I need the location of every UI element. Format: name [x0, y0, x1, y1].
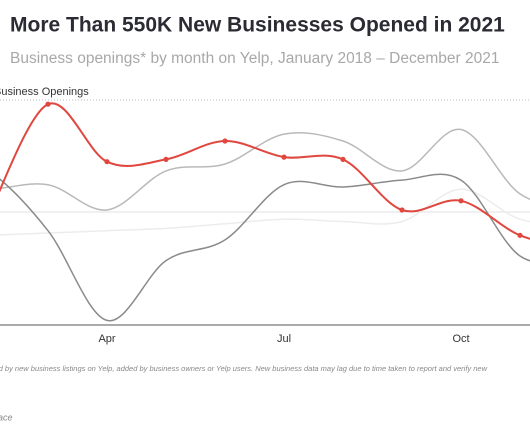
point	[399, 207, 405, 213]
point	[45, 101, 51, 107]
chart-title: More Than 550K New Businesses Opened in …	[10, 14, 505, 37]
point	[222, 138, 228, 144]
y-axis-label: Business Openings	[0, 86, 89, 98]
series-line	[0, 128, 530, 211]
point	[458, 198, 464, 204]
point	[281, 154, 287, 160]
x-tick-label: Jul	[277, 333, 291, 345]
point	[517, 232, 523, 238]
x-tick-label: Apr	[98, 333, 115, 345]
series-line	[0, 173, 530, 322]
source: ace	[0, 412, 13, 422]
plot-area	[0, 101, 530, 322]
footnote: red by new business listings on Yelp, ad…	[0, 364, 488, 373]
point	[104, 159, 110, 165]
point	[163, 156, 169, 162]
chart-subtitle: Business openings* by month on Yelp, Jan…	[10, 50, 499, 67]
point	[340, 156, 346, 162]
x-tick-label: Oct	[452, 333, 469, 345]
series-line	[0, 102, 530, 240]
series-line	[0, 188, 530, 236]
